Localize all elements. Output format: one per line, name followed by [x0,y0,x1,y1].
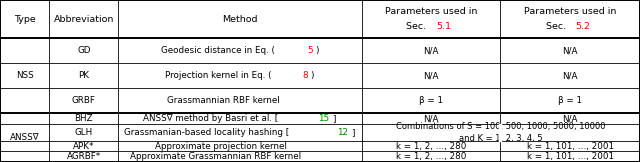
Text: Grassmanian-based locality hashing [: Grassmanian-based locality hashing [ [124,128,289,137]
Text: Combinations of S = 100, 500, 1000, 5000, 10000: Combinations of S = 100, 500, 1000, 5000… [396,122,605,131]
Text: Sec.: Sec. [406,22,429,31]
Text: Geodesic distance in Eq. (: Geodesic distance in Eq. ( [161,46,275,55]
Text: 8: 8 [303,71,308,80]
Text: ANSS∇: ANSS∇ [10,133,40,142]
Text: Parameters used in: Parameters used in [385,7,477,16]
Text: 12: 12 [337,128,348,137]
Text: N/A: N/A [563,46,578,55]
Text: 5.2: 5.2 [575,22,591,31]
Text: 5.1: 5.1 [436,22,451,31]
Text: GD: GD [77,46,91,55]
Text: ANSS∇ method by Basri et al. [: ANSS∇ method by Basri et al. [ [143,114,278,123]
Text: Sec.: Sec. [546,22,569,31]
Text: Approximate Grassmannian RBF kernel: Approximate Grassmannian RBF kernel [129,152,301,161]
Text: Method: Method [222,15,258,23]
Text: Projection kernel in Eq. (: Projection kernel in Eq. ( [165,71,272,80]
Text: Abbreviation: Abbreviation [54,15,114,23]
Text: GRBF: GRBF [72,96,96,105]
Text: ): ) [310,71,314,80]
Text: N/A: N/A [563,114,578,123]
Text: Approximate projection kernel: Approximate projection kernel [155,142,287,151]
Text: ]: ] [332,114,335,123]
Text: NSS: NSS [16,71,33,80]
Text: 15: 15 [318,114,329,123]
Text: Parameters used in: Parameters used in [524,7,616,16]
Text: ]: ] [351,128,355,137]
Text: N/A: N/A [423,114,439,123]
Text: k = 1, 2, …, 280: k = 1, 2, …, 280 [396,142,466,151]
Text: GLH: GLH [75,128,93,137]
Text: k = 1, 2, …, 280: k = 1, 2, …, 280 [396,152,466,161]
Text: k = 1, 101, …, 2001: k = 1, 101, …, 2001 [527,152,614,161]
Text: 5: 5 [308,46,313,55]
Text: PK: PK [78,71,90,80]
Text: Grassmannian RBF kernel: Grassmannian RBF kernel [167,96,280,105]
Text: APK*: APK* [73,142,95,151]
Text: β = 1: β = 1 [419,96,443,105]
Text: Type: Type [14,15,35,23]
Text: AGRBF*: AGRBF* [67,152,101,161]
Text: N/A: N/A [423,46,439,55]
Text: BHZ: BHZ [74,114,93,123]
Text: β = 1: β = 1 [558,96,582,105]
Text: N/A: N/A [423,71,439,80]
Text: ): ) [315,46,318,55]
Text: and K = 1, 2, 3, 4, 5: and K = 1, 2, 3, 4, 5 [459,134,543,143]
Text: k = 1, 101, …, 2001: k = 1, 101, …, 2001 [527,142,614,151]
Text: N/A: N/A [563,71,578,80]
